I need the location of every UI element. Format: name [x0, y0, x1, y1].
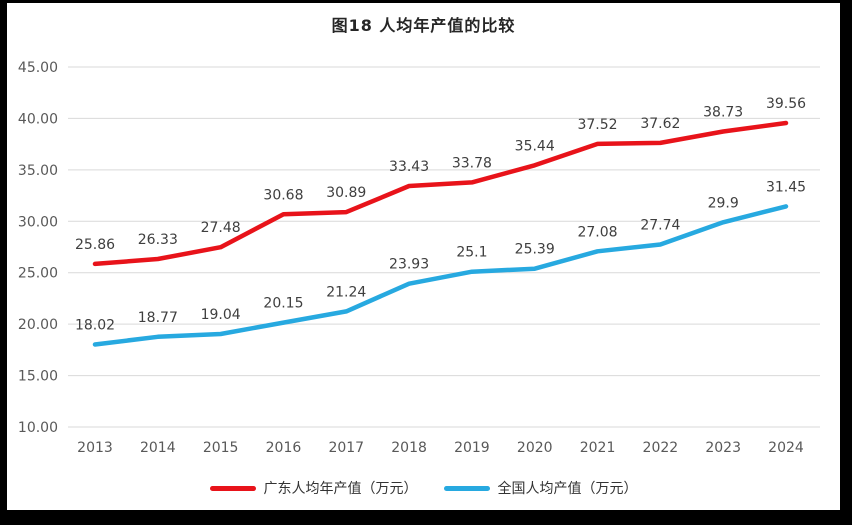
x-tick-label: 2019: [454, 440, 490, 456]
data-label: 25.39: [515, 242, 555, 258]
x-tick-label: 2021: [580, 440, 616, 456]
x-tick-label: 2024: [768, 440, 804, 456]
x-tick-label: 2016: [266, 440, 302, 456]
data-label: 33.43: [389, 159, 429, 175]
x-tick-label: 2022: [643, 440, 679, 456]
x-tick-label: 2014: [140, 440, 176, 456]
data-label: 26.33: [138, 232, 178, 248]
x-tick-label: 2020: [517, 440, 553, 456]
data-label: 31.45: [766, 179, 806, 195]
y-tick-label: 10.00: [18, 420, 58, 436]
legend: 广东人均年产值（万元） 全国人均产值（万元）: [7, 478, 840, 498]
data-label: 18.02: [75, 318, 115, 334]
legend-item-guangdong: 广东人均年产值（万元）: [209, 478, 418, 498]
data-label: 39.56: [766, 96, 806, 112]
legend-item-national: 全国人均产值（万元）: [443, 478, 638, 498]
legend-swatch-national: [443, 485, 490, 491]
data-label: 37.62: [640, 116, 680, 132]
legend-swatch-guangdong: [209, 485, 256, 491]
data-label: 35.44: [515, 138, 555, 154]
data-label: 30.68: [263, 187, 303, 203]
data-label: 23.93: [389, 257, 429, 273]
data-label: 27.74: [640, 218, 680, 234]
chart-svg: 45.00 40.00 35.00 30.00 25.00 20.00 15.00 10.00…: [18, 60, 820, 456]
data-label: 19.04: [201, 307, 241, 323]
y-tick-label: 30.00: [18, 214, 58, 230]
data-label: 27.48: [201, 220, 241, 236]
y-tick-label: 40.00: [18, 111, 58, 127]
x-tick-label: 2017: [328, 440, 364, 456]
y-tick-label: 20.00: [18, 317, 58, 333]
x-tick-label: 2018: [391, 440, 427, 456]
legend-label-national: 全国人均产值（万元）: [497, 481, 638, 497]
data-label: 18.77: [138, 310, 178, 326]
x-tick-label: 2013: [77, 440, 113, 456]
data-label: 21.24: [326, 284, 366, 300]
series-line-0: [92, 120, 789, 267]
y-tick-label: 15.00: [18, 369, 58, 385]
data-label: 30.89: [326, 185, 366, 201]
data-label: 37.52: [577, 117, 617, 133]
y-tick-label: 45.00: [18, 60, 58, 76]
chart-title: 图18 人均年产值的比较: [331, 16, 516, 35]
data-label: 27.08: [577, 224, 617, 240]
data-label: 33.78: [452, 155, 492, 171]
data-label: 20.15: [263, 296, 303, 312]
x-tick-label: 2015: [203, 440, 239, 456]
series-line-1: [92, 204, 789, 347]
y-tick-label: 25.00: [18, 266, 58, 282]
data-label: 29.9: [708, 195, 739, 211]
data-label: 25.86: [75, 237, 115, 253]
y-tick-label: 35.00: [18, 163, 58, 179]
legend-label-guangdong: 广东人均年产值（万元）: [263, 481, 418, 497]
data-label: 38.73: [703, 104, 743, 120]
data-label: 25.1: [456, 245, 487, 261]
x-tick-label: 2023: [705, 440, 741, 456]
